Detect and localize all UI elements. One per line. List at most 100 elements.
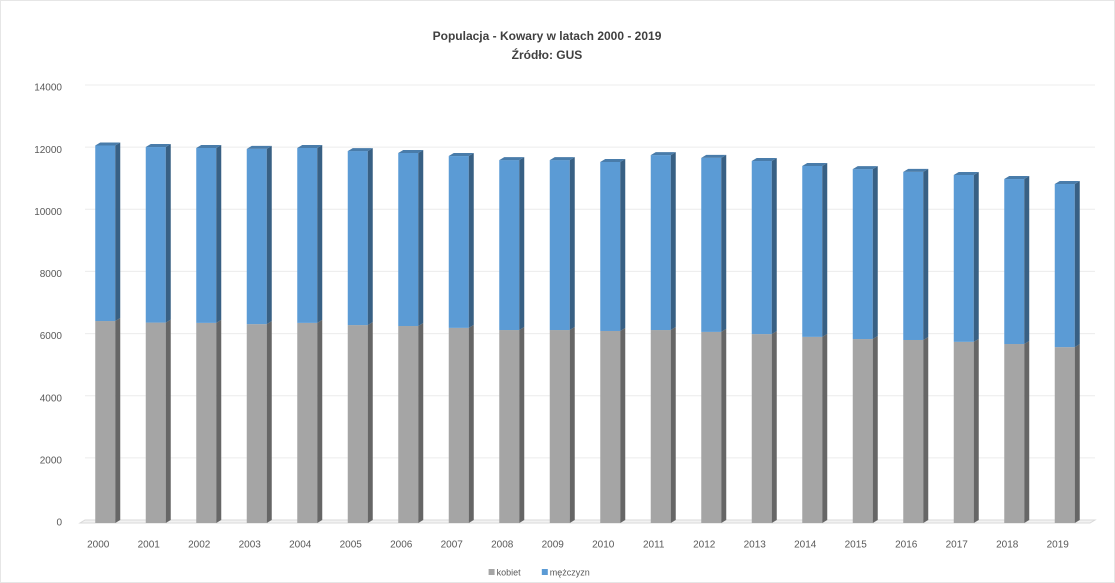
x-tick-label: 2018 <box>996 540 1019 551</box>
bar-top <box>95 142 121 146</box>
bar-side <box>771 158 777 335</box>
x-tick-label: 2003 <box>239 540 262 551</box>
bar-side <box>569 157 575 331</box>
bar-side <box>519 157 525 331</box>
bar-side <box>418 323 424 523</box>
bar <box>398 152 419 327</box>
x-tick-label: 2000 <box>87 540 110 551</box>
bar-top <box>246 145 272 149</box>
bar <box>297 322 318 523</box>
bar <box>1054 347 1075 523</box>
x-tick-label: 2014 <box>794 540 817 551</box>
x-tick-label: 2011 <box>643 540 665 551</box>
bar-side <box>569 327 575 523</box>
bar <box>196 147 217 323</box>
bar <box>398 326 419 523</box>
bar-top <box>347 148 373 152</box>
bar-side <box>670 327 676 523</box>
bar-side <box>620 327 626 523</box>
bar-side <box>822 333 828 523</box>
bar <box>600 330 621 523</box>
bar <box>802 336 823 523</box>
x-tick-label: 2004 <box>289 540 312 551</box>
bar-side <box>1024 341 1030 523</box>
bar-top <box>953 172 979 175</box>
bar-side <box>771 331 777 523</box>
y-tick-label: 12000 <box>34 145 62 156</box>
bar-side <box>115 142 121 322</box>
bar-side <box>216 144 222 323</box>
bar-side <box>468 153 474 328</box>
bar <box>499 160 520 331</box>
bar-top <box>196 144 222 148</box>
bar-side <box>519 327 525 523</box>
bar <box>448 327 469 523</box>
bar <box>297 147 318 323</box>
chart-subtitle: Źródło: GUS <box>512 47 583 62</box>
x-tick-label: 2013 <box>744 540 767 551</box>
bar <box>650 155 671 331</box>
x-tick-label: 2008 <box>491 540 514 551</box>
bar <box>95 321 116 523</box>
bar <box>953 175 974 342</box>
x-tick-label: 2012 <box>693 540 716 551</box>
y-tick-label: 14000 <box>34 83 62 94</box>
bar-top <box>751 158 777 162</box>
bar-side <box>1024 176 1030 345</box>
bar <box>903 339 924 523</box>
bar-side <box>1074 344 1080 523</box>
bar <box>650 330 671 523</box>
bar-side <box>822 162 828 337</box>
y-tick-label: 10000 <box>34 207 62 218</box>
bar-side <box>923 168 929 340</box>
bar <box>1004 344 1025 523</box>
y-tick-label: 2000 <box>40 455 63 466</box>
bar-side <box>115 318 121 523</box>
x-tick-label: 2002 <box>188 540 211 551</box>
bar-top <box>448 153 474 157</box>
x-tick-label: 2007 <box>441 540 464 551</box>
x-tick-label: 2009 <box>542 540 565 551</box>
bar <box>347 325 368 523</box>
x-tick-label: 2017 <box>946 540 969 551</box>
bar-top <box>549 157 575 161</box>
bar <box>600 161 621 331</box>
bar-side <box>620 158 626 331</box>
chart-title: Populacja - Kowary w latach 2000 - 2019 <box>433 29 662 43</box>
bar <box>852 169 873 340</box>
x-tick-label: 2015 <box>845 540 868 551</box>
bar <box>246 324 267 523</box>
bar <box>145 322 166 523</box>
bar <box>549 160 570 331</box>
bar-side <box>317 144 323 323</box>
y-tick-label: 6000 <box>40 331 63 342</box>
bar-side <box>973 172 979 342</box>
bar-side <box>266 145 272 325</box>
y-tick-label: 8000 <box>40 269 63 280</box>
bar <box>549 330 570 523</box>
bar-side <box>1074 181 1080 348</box>
bar-side <box>418 149 424 327</box>
bar-side <box>165 319 171 523</box>
x-tick-label: 2019 <box>1047 540 1070 551</box>
bar-top <box>398 149 424 153</box>
bar-side <box>872 166 878 340</box>
x-tick-label: 2006 <box>390 540 413 551</box>
bar-side <box>973 338 979 523</box>
bar <box>499 330 520 523</box>
bar-side <box>721 154 727 332</box>
legend-swatch <box>541 569 548 575</box>
bar <box>1004 179 1025 345</box>
legend-label: kobiet <box>497 567 522 577</box>
bar <box>953 341 974 523</box>
bar <box>246 148 267 325</box>
bar-top <box>903 168 929 172</box>
bar-side <box>216 319 222 523</box>
bar <box>448 156 469 328</box>
bar <box>751 334 772 523</box>
y-tick-label: 0 <box>56 518 62 529</box>
bar <box>751 161 772 335</box>
bar-top <box>600 158 626 162</box>
bar <box>196 322 217 523</box>
bar <box>701 157 722 332</box>
